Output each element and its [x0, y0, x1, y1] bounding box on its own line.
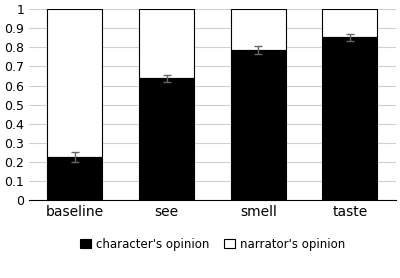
Legend: character's opinion, narrator's opinion: character's opinion, narrator's opinion: [75, 233, 350, 255]
Bar: [139, 9, 194, 78]
Bar: [47, 157, 102, 200]
Bar: [231, 50, 286, 200]
Bar: [47, 9, 102, 157]
Bar: [322, 38, 378, 200]
Bar: [231, 9, 286, 50]
Bar: [322, 9, 378, 38]
Bar: [139, 78, 194, 200]
